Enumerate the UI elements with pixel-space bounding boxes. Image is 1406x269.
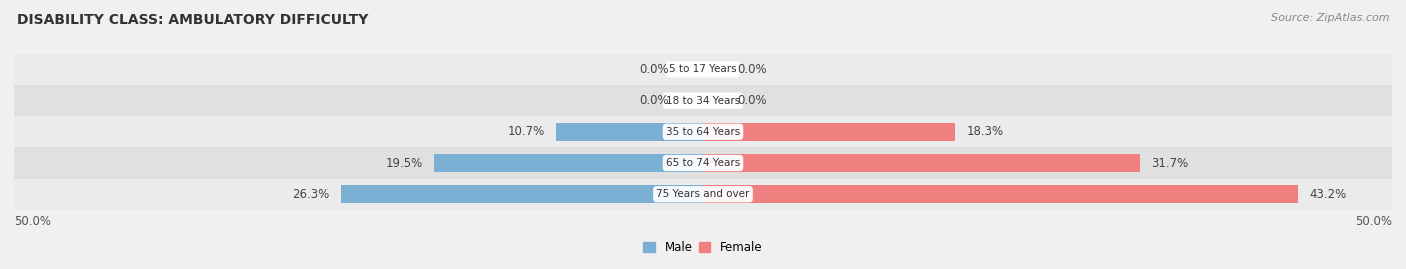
Text: 0.0%: 0.0% [738,94,768,107]
Text: Source: ZipAtlas.com: Source: ZipAtlas.com [1271,13,1389,23]
Bar [340,185,703,203]
Text: 50.0%: 50.0% [14,214,51,228]
Text: 0.0%: 0.0% [738,63,768,76]
Text: 5 to 17 Years: 5 to 17 Years [669,64,737,75]
Bar [14,85,1392,116]
Bar [14,147,1392,179]
Bar [14,54,1392,85]
Text: 26.3%: 26.3% [292,188,329,201]
Text: 35 to 64 Years: 35 to 64 Years [666,127,740,137]
Text: 65 to 74 Years: 65 to 74 Years [666,158,740,168]
Text: DISABILITY CLASS: AMBULATORY DIFFICULTY: DISABILITY CLASS: AMBULATORY DIFFICULTY [17,13,368,27]
Text: 50.0%: 50.0% [1355,214,1392,228]
Text: 18.3%: 18.3% [966,125,1004,138]
Text: 75 Years and over: 75 Years and over [657,189,749,199]
Bar [703,123,955,141]
Text: 18 to 34 Years: 18 to 34 Years [666,95,740,106]
Bar [555,123,703,141]
Legend: Male, Female: Male, Female [644,241,762,254]
Bar [703,185,1298,203]
Bar [14,179,1392,210]
Text: 31.7%: 31.7% [1152,157,1188,169]
Bar [703,154,1140,172]
Text: 43.2%: 43.2% [1309,188,1347,201]
Text: 0.0%: 0.0% [638,63,669,76]
Text: 10.7%: 10.7% [508,125,544,138]
Bar [14,116,1392,147]
Bar [434,154,703,172]
Text: 0.0%: 0.0% [638,94,669,107]
Text: 19.5%: 19.5% [387,157,423,169]
